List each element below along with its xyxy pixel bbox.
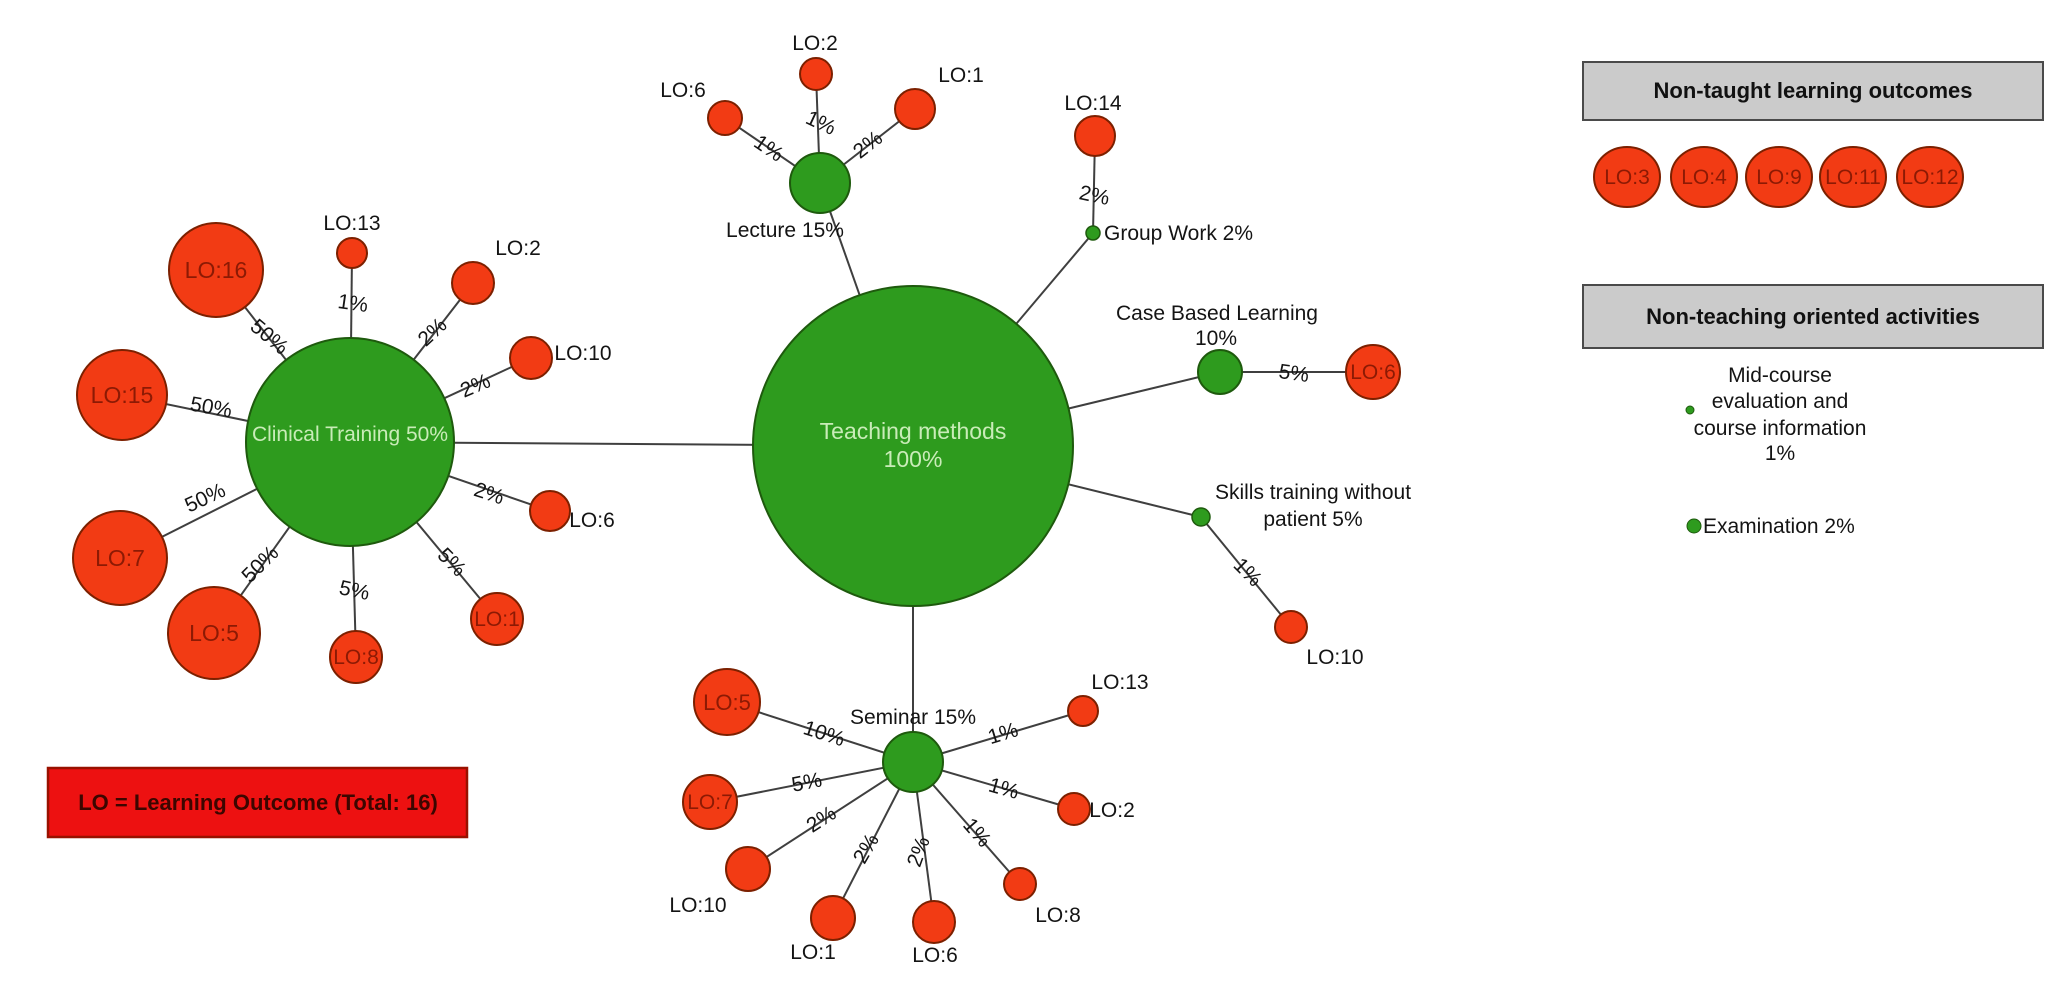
node-clinical-lo7-inner-label-0: LO:7 <box>95 545 145 571</box>
node-seminar-lo10-label-0: LO:10 <box>669 894 726 917</box>
non-taught-header-box <box>1582 61 2044 121</box>
node-clinical-lo2 <box>451 261 495 305</box>
node-lecture-lo1 <box>894 88 936 130</box>
node-skills-training-label-0: Skills training without <box>1215 481 1411 504</box>
node-clinical-lo13 <box>336 237 368 269</box>
examination-dot <box>1686 518 1702 534</box>
node-seminar-lo8 <box>1003 867 1037 901</box>
node-lecture-lo1-label-0: LO:1 <box>938 64 984 87</box>
node-groupwork-lo14 <box>1074 115 1116 157</box>
edge-skills-training--skills-lo10 <box>1200 516 1292 628</box>
non-taught-circle-label-1: LO:4 <box>1681 166 1727 189</box>
activities-header-title: Non-teaching oriented activities <box>1646 304 1980 329</box>
node-clinical-lo15 <box>76 349 168 441</box>
node-seminar-lo6-label-0: LO:6 <box>912 944 958 967</box>
mid-course-evaluation-label-2: course information <box>1694 417 1867 440</box>
non-taught-circle-label-2: LO:9 <box>1756 166 1802 189</box>
node-cbl-lo6 <box>1345 344 1401 400</box>
node-cbl-lo6-inner-label-0: LO:6 <box>1350 361 1396 384</box>
node-seminar-lo13-label-0: LO:13 <box>1091 671 1148 694</box>
mid-course-evaluation-label-0: Mid-course <box>1728 364 1832 387</box>
node-case-based-learning-label-1: 10% <box>1195 327 1237 350</box>
node-clinical-lo16-inner-label-0: LO:16 <box>185 257 248 283</box>
node-lecture-lo6 <box>707 100 743 136</box>
node-seminar-lo6 <box>912 900 956 944</box>
node-groupwork-lo14-label-0: LO:14 <box>1064 92 1122 115</box>
node-seminar-lo13 <box>1067 695 1099 727</box>
non-taught-circle-0 <box>1593 146 1661 208</box>
node-seminar-lo7 <box>682 774 738 830</box>
non-taught-circle-label-4: LO:12 <box>1901 166 1958 189</box>
edge-seminar--seminar-lo7 <box>709 761 914 803</box>
node-group-work <box>1085 225 1101 241</box>
node-lecture-label-0: Lecture 15% <box>726 219 844 242</box>
node-group-work-label-0: Group Work 2% <box>1104 222 1253 245</box>
node-clinical-lo5-inner-label-0: LO:5 <box>189 620 239 646</box>
node-teaching-methods <box>752 285 1074 607</box>
node-clinical-lo1 <box>470 592 524 646</box>
mid-course-evaluation-dot <box>1685 405 1695 415</box>
non-taught-circle-3 <box>1819 146 1887 208</box>
node-seminar-lo10 <box>725 846 771 892</box>
node-skills-lo10 <box>1274 610 1308 644</box>
node-clinical-lo13-label-0: LO:13 <box>323 212 380 235</box>
panels-layer: LO = Learning Outcome (Total: 16) Non-tau… <box>46 61 2044 839</box>
non-taught-circle-label-0: LO:3 <box>1604 166 1650 189</box>
non-taught-circle-1 <box>1670 146 1738 208</box>
node-seminar-lo5 <box>693 668 761 736</box>
node-seminar-lo1-label-0: LO:1 <box>790 941 836 964</box>
node-seminar <box>882 731 944 793</box>
node-lecture-lo6-label-0: LO:6 <box>660 79 706 102</box>
node-seminar-lo2-label-0: LO:2 <box>1089 799 1135 822</box>
node-seminar-lo1 <box>810 895 856 941</box>
edge-label-case-based-learning--cbl-lo6: 5% <box>1277 360 1310 387</box>
node-case-based-learning <box>1197 349 1243 395</box>
node-seminar-lo5-inner-label-0: LO:5 <box>703 690 751 715</box>
mid-course-evaluation-label-3: 1% <box>1765 442 1795 465</box>
node-clinical-lo2-label-0: LO:2 <box>495 237 541 260</box>
non-taught-circle-4 <box>1896 146 1964 208</box>
node-clinical-lo15-inner-label-0: LO:15 <box>91 382 154 408</box>
edge-label-clinical-training--clinical-lo13: 1% <box>336 290 369 317</box>
edge-label-seminar--seminar-lo7: 5% <box>790 768 824 796</box>
node-teaching-methods-inner-label-1: 100% <box>884 446 943 472</box>
node-skills-training-label-1: patient 5% <box>1263 508 1362 531</box>
node-teaching-methods-inner-label-0: Teaching methods <box>820 418 1007 444</box>
legend-text: LO = Learning Outcome (Total: 16) <box>78 790 438 815</box>
node-clinical-training <box>245 337 455 547</box>
non-taught-circle-2 <box>1745 146 1813 208</box>
node-skills-training <box>1191 507 1211 527</box>
node-skills-lo10-label-0: LO:10 <box>1306 646 1363 669</box>
node-clinical-lo6-label-0: LO:6 <box>569 509 615 532</box>
examination-label-0: Examination 2% <box>1703 515 1855 538</box>
node-lecture-lo2 <box>799 57 833 91</box>
node-clinical-lo10 <box>509 336 553 380</box>
node-clinical-lo6 <box>529 490 571 532</box>
mid-course-evaluation-label-1: evaluation and <box>1712 390 1849 413</box>
non-taught-header-title: Non-taught learning outcomes <box>1654 78 1973 103</box>
non-taught-circle-label-3: LO:11 <box>1825 166 1881 189</box>
node-lecture <box>789 152 851 214</box>
node-lecture-lo2-label-0: LO:2 <box>792 32 838 55</box>
node-clinical-lo16 <box>168 222 264 318</box>
node-case-based-learning-label-0: Case Based Learning <box>1116 302 1318 325</box>
labels-layer: 1%1%2%2%5%1%10%5%2%2% 2%1%1%1%50%1%2%2%50… <box>91 32 1412 967</box>
node-seminar-lo8-label-0: LO:8 <box>1035 904 1081 927</box>
node-clinical-lo7 <box>72 510 168 606</box>
edge-seminar--seminar-lo10 <box>747 761 914 870</box>
legend-box <box>46 766 469 839</box>
node-seminar-lo2 <box>1057 792 1091 826</box>
node-clinical-lo8 <box>329 630 383 684</box>
node-clinical-lo8-inner-label-0: LO:8 <box>333 646 379 669</box>
node-seminar-label-0: Seminar 15% <box>850 706 976 729</box>
node-clinical-training-inner-label-0: Clinical Training 50% <box>252 423 448 446</box>
node-clinical-lo1-inner-label-0: LO:1 <box>474 608 520 631</box>
node-seminar-lo7-inner-label-0: LO:7 <box>687 791 733 814</box>
node-clinical-lo10-label-0: LO:10 <box>554 342 611 365</box>
node-clinical-lo5 <box>167 586 261 680</box>
nodes-layer <box>72 57 1401 944</box>
activities-header-box <box>1582 284 2044 349</box>
